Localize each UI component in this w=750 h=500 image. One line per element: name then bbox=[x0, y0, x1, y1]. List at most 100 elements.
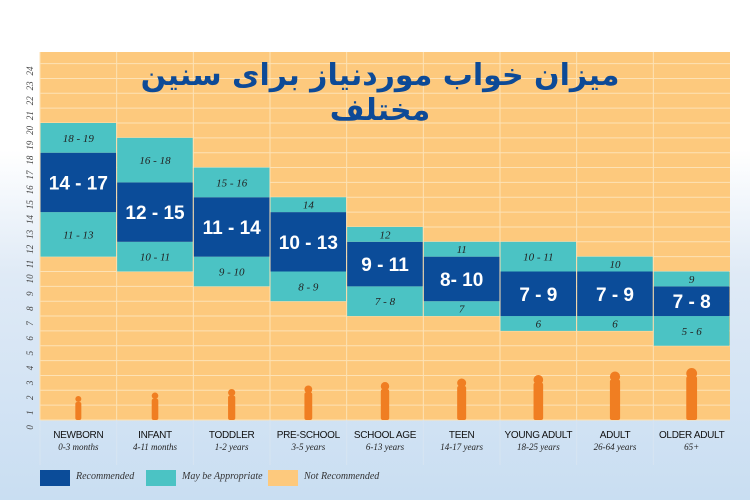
y-tick-label: 5 bbox=[25, 350, 35, 355]
y-tick-label: 16 bbox=[25, 185, 35, 195]
data-label-low: 5 - 6 bbox=[682, 326, 703, 338]
bar-low bbox=[270, 271, 347, 302]
bar-low bbox=[653, 316, 730, 346]
y-tick-label: 4 bbox=[25, 365, 35, 370]
data-label-high: 18 - 19 bbox=[63, 133, 95, 145]
category-label: TEEN bbox=[449, 430, 475, 441]
data-label-rec: 8- 10 bbox=[440, 270, 483, 291]
legend-swatch-not-recommended bbox=[268, 470, 298, 486]
y-tick-label: 6 bbox=[25, 336, 35, 341]
age-label: 1-2 years bbox=[215, 442, 249, 452]
data-label-high: 10 bbox=[610, 259, 622, 271]
person-icon-head bbox=[304, 385, 313, 394]
y-tick-label: 0 bbox=[25, 425, 35, 430]
y-tick-label: 23 bbox=[25, 81, 35, 91]
data-label-rec: 10 - 13 bbox=[279, 233, 338, 254]
bar-rec bbox=[117, 182, 193, 242]
person-icon bbox=[457, 386, 467, 420]
data-label-rec: 12 - 15 bbox=[125, 203, 185, 224]
data-label-high: 11 bbox=[457, 244, 467, 256]
legend-recommended: Recommended bbox=[76, 471, 135, 482]
data-label-high: 14 bbox=[303, 200, 315, 212]
data-label-rec: 7 - 9 bbox=[519, 285, 557, 306]
age-label: 26-64 years bbox=[594, 442, 637, 452]
y-tick-label: 10 bbox=[25, 274, 35, 284]
y-tick-label: 19 bbox=[25, 140, 35, 150]
data-label-high: 15 - 16 bbox=[216, 177, 248, 189]
y-tick-label: 9 bbox=[25, 291, 35, 296]
data-label-high: 12 bbox=[380, 229, 392, 241]
bar-rec bbox=[347, 241, 423, 287]
y-tick-label: 3 bbox=[25, 380, 35, 386]
bar-rec bbox=[270, 212, 347, 272]
age-label: 18-25 years bbox=[517, 442, 560, 452]
data-label-low: 9 - 10 bbox=[219, 267, 245, 279]
person-icon-head bbox=[75, 396, 82, 402]
legend-swatch-may-be-appropriate bbox=[146, 470, 176, 486]
person-icon-head bbox=[533, 375, 544, 385]
bar-high bbox=[347, 226, 423, 242]
data-label-rec: 11 - 14 bbox=[203, 218, 262, 239]
person-icon-head bbox=[228, 389, 236, 397]
data-label-low: 10 - 11 bbox=[140, 252, 170, 264]
y-tick-label: 15 bbox=[25, 200, 35, 210]
y-tick-label: 21 bbox=[25, 111, 35, 120]
y-tick-label: 24 bbox=[25, 66, 35, 76]
data-label-low: 7 bbox=[459, 304, 465, 316]
age-label: 4-11 months bbox=[133, 442, 178, 452]
data-label-low: 8 - 9 bbox=[298, 281, 319, 293]
category-label: INFANT bbox=[138, 430, 172, 441]
data-label-rec: 14 - 17 bbox=[49, 173, 108, 194]
bar-rec bbox=[500, 271, 577, 317]
bar-low bbox=[500, 316, 577, 331]
data-label-low: 6 bbox=[536, 318, 542, 330]
legend-not-recommended: Not Recommended bbox=[304, 471, 380, 482]
bar-low bbox=[117, 241, 193, 272]
y-tick-label: 14 bbox=[25, 215, 35, 225]
age-label: 0-3 months bbox=[58, 442, 99, 452]
y-tick-label: 22 bbox=[25, 96, 35, 106]
data-label-high: 16 - 18 bbox=[139, 155, 171, 167]
legend-may-be-appropriate: May be Appropriate bbox=[182, 471, 263, 482]
bar-high bbox=[500, 241, 577, 272]
data-label-high: 9 bbox=[689, 274, 695, 286]
bar-high bbox=[577, 256, 653, 272]
category-label: OLDER ADULT bbox=[659, 430, 725, 441]
age-label: 3-5 years bbox=[290, 442, 325, 452]
y-tick-label: 18 bbox=[25, 155, 35, 165]
bar-high bbox=[40, 123, 117, 153]
bar-rec bbox=[423, 256, 500, 302]
category-label: SCHOOL AGE bbox=[354, 430, 417, 441]
person-icon bbox=[151, 398, 159, 420]
bar-low bbox=[40, 212, 117, 257]
bar-high bbox=[117, 137, 193, 183]
person-icon bbox=[533, 382, 544, 420]
age-label: 6-13 years bbox=[366, 442, 405, 452]
bar-rec bbox=[193, 197, 270, 257]
category-label: YOUNG ADULT bbox=[505, 430, 573, 441]
person-icon-head bbox=[457, 378, 467, 388]
person-icon bbox=[75, 402, 82, 420]
category-label: PRE-SCHOOL bbox=[277, 430, 341, 441]
person-icon-head bbox=[609, 371, 621, 382]
y-tick-label: 7 bbox=[25, 321, 35, 326]
bar-low bbox=[423, 301, 500, 317]
bar-high bbox=[270, 197, 347, 213]
person-icon bbox=[228, 395, 236, 420]
data-label-rec: 7 - 9 bbox=[596, 285, 634, 306]
bar-rec bbox=[577, 271, 653, 317]
bar-rec bbox=[40, 152, 117, 213]
bar-rec bbox=[653, 286, 730, 317]
y-tick-label: 13 bbox=[25, 229, 35, 239]
person-icon bbox=[609, 379, 621, 420]
person-icon bbox=[304, 392, 313, 420]
age-label: 14-17 years bbox=[440, 442, 483, 452]
y-tick-label: 12 bbox=[25, 244, 35, 254]
person-icon bbox=[686, 376, 698, 420]
person-icon-head bbox=[686, 368, 698, 379]
person-icon-head bbox=[151, 392, 159, 400]
data-label-rec: 7 - 8 bbox=[673, 292, 711, 313]
category-label: ADULT bbox=[600, 430, 631, 441]
y-tick-label: 20 bbox=[25, 125, 35, 135]
